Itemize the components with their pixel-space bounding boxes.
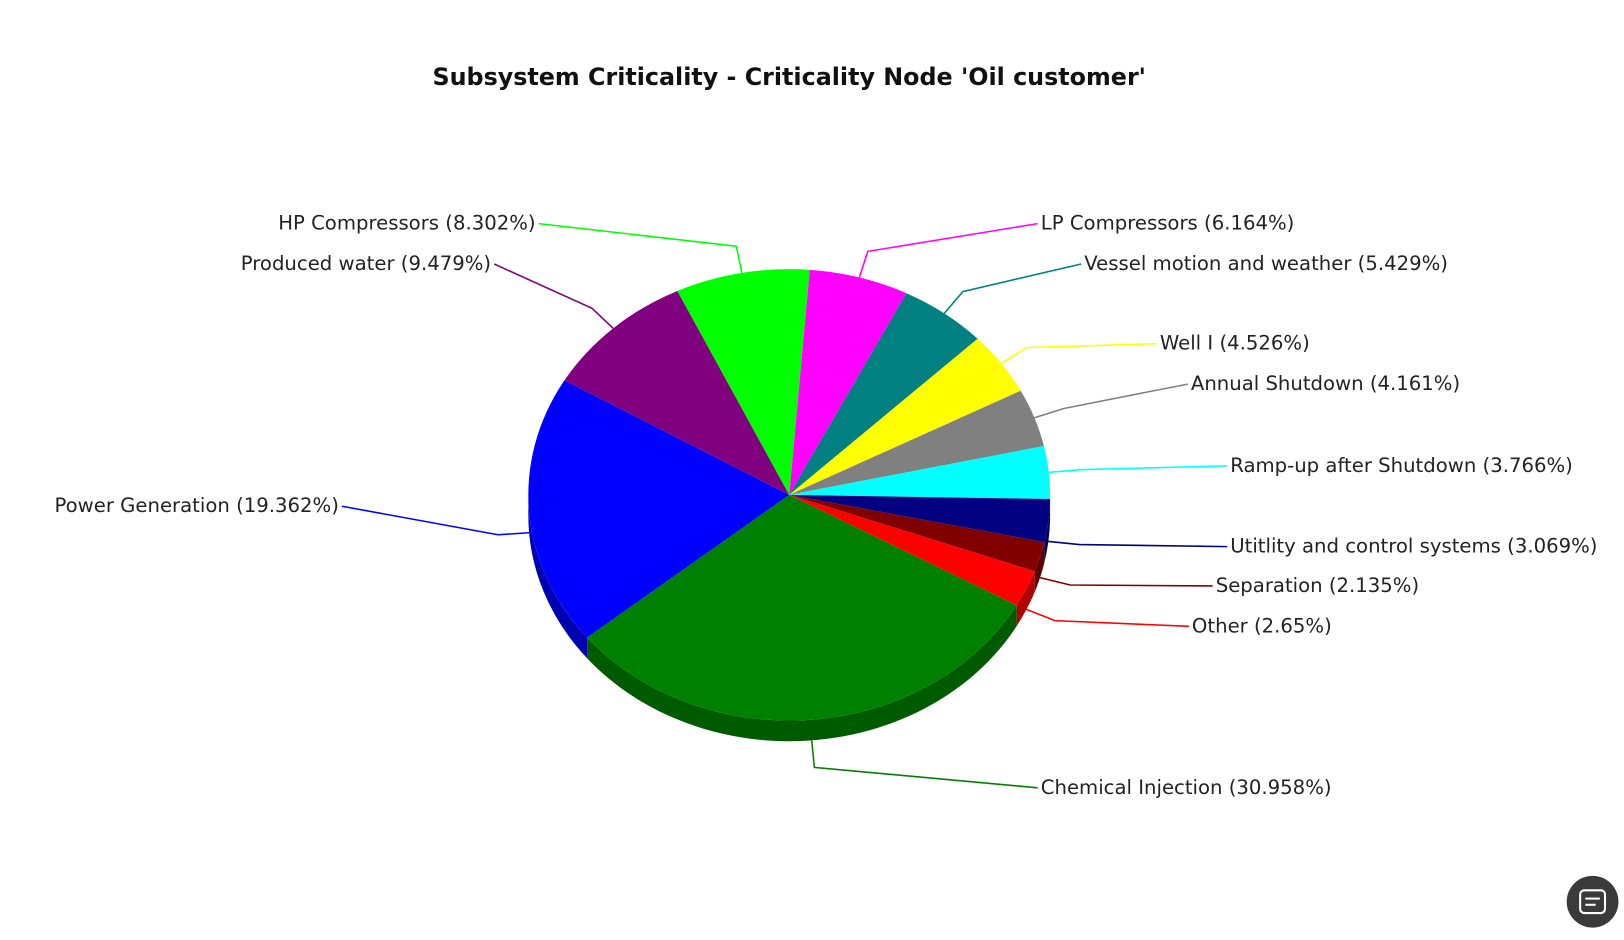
slice-side [1044, 499, 1051, 563]
category-name: Ramp-up after Shutdown [1230, 453, 1476, 476]
slice [677, 269, 810, 495]
leader-line [493, 263, 614, 329]
leader-line [1048, 540, 1228, 548]
screen-icon-button[interactable] [1566, 875, 1619, 928]
slice-label: Produced water (9.479%) [241, 251, 491, 274]
leader-line [1026, 608, 1189, 628]
slice-label: Annual Shutdown (4.161%) [1191, 372, 1460, 395]
slice [789, 494, 1051, 543]
leader-line [810, 740, 1038, 789]
slice [789, 293, 978, 495]
slice [528, 380, 790, 638]
icon-circle[interactable] [1566, 875, 1619, 928]
category-name: Separation [1216, 573, 1323, 596]
value-label: (4.161%) [1370, 372, 1460, 395]
value-label: (2.65%) [1254, 614, 1332, 637]
category-name: Vessel motion and weather [1084, 251, 1352, 274]
category-name: Other [1192, 614, 1249, 637]
leader-line [341, 505, 530, 536]
value-label: (2.135%) [1329, 573, 1419, 596]
slice [789, 494, 1035, 606]
slice-side [587, 605, 1017, 742]
category-name: Annual Shutdown [1191, 372, 1364, 395]
category-name: Produced water [241, 251, 396, 274]
leader-line [538, 222, 743, 274]
slice [789, 446, 1051, 500]
slice [789, 338, 1021, 495]
category-name: HP Compressors [278, 211, 439, 234]
slice-label: Power Generation (19.362%) [55, 494, 339, 517]
slice-label: LP Compressors (6.164%) [1041, 211, 1295, 234]
slice [587, 494, 1017, 721]
leader-line [858, 222, 1038, 278]
slice [564, 290, 790, 495]
category-name: Well I [1160, 331, 1213, 354]
leader-line [943, 263, 1082, 314]
value-label: (3.069%) [1507, 534, 1597, 557]
leader-line [1048, 465, 1228, 474]
leader-line [1034, 383, 1188, 419]
value-label: (30.958%) [1229, 775, 1332, 798]
slice-label: Other (2.65%) [1192, 614, 1332, 637]
slice-side [1034, 542, 1045, 592]
value-label: (5.429%) [1358, 251, 1448, 274]
value-label: (8.302%) [445, 211, 535, 234]
leader-line [1000, 342, 1157, 365]
slice-side [528, 494, 588, 659]
pie-slices [528, 269, 1051, 721]
slice-label: Well I (4.526%) [1160, 331, 1310, 354]
value-label: (19.362%) [236, 494, 339, 517]
slice-label: Chemical Injection (30.958%) [1041, 775, 1332, 798]
slice [789, 390, 1044, 495]
category-name: Chemical Injection [1041, 775, 1223, 798]
slice-label: Separation (2.135%) [1216, 573, 1419, 596]
slice-label: Utitlity and control systems (3.069%) [1230, 534, 1597, 557]
slice-label: Vessel motion and weather (5.429%) [1084, 251, 1448, 274]
icon-glyph[interactable] [1579, 889, 1607, 915]
slice [789, 269, 907, 495]
value-label: (9.479%) [401, 251, 491, 274]
value-label: (3.766%) [1483, 453, 1573, 476]
pie-sides [528, 494, 1051, 742]
slice-label: HP Compressors (8.302%) [278, 211, 535, 234]
slice-side [1016, 571, 1035, 627]
category-name: Power Generation [55, 494, 230, 517]
slice-labels: LP Compressors (6.164%) Vessel motion and… [55, 211, 1598, 798]
slice-label: Ramp-up after Shutdown (3.766%) [1230, 453, 1573, 476]
leader-line [1039, 576, 1213, 587]
value-label: (4.526%) [1219, 331, 1309, 354]
category-name: LP Compressors [1041, 211, 1198, 234]
value-label: (6.164%) [1204, 211, 1294, 234]
category-name: Utitlity and control systems [1230, 534, 1501, 557]
chart-title: Subsystem Criticality - Criticality Node… [432, 63, 1146, 91]
slice [789, 494, 1045, 572]
